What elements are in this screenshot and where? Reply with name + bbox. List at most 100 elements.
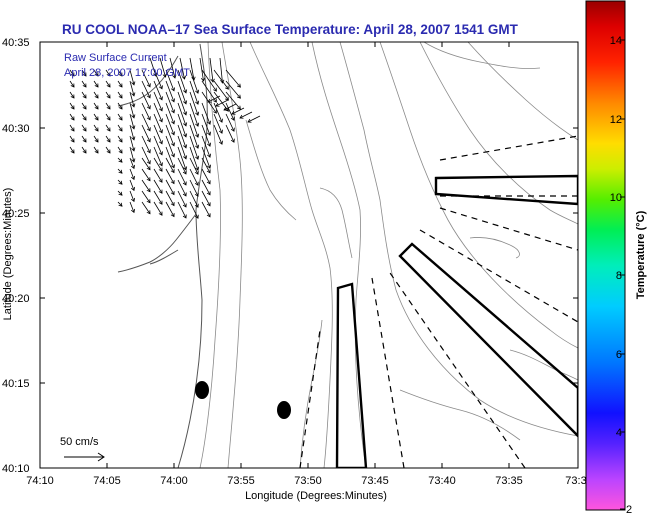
colorbar-title: Temperature (°C) — [635, 210, 647, 299]
current-vector-head — [183, 89, 188, 94]
current-vector — [213, 69, 229, 90]
current-vector-head — [206, 180, 211, 185]
axis-ticks — [39, 42, 578, 468]
current-vector — [69, 113, 75, 121]
current-vector-head — [231, 110, 236, 115]
current-vector-head — [158, 107, 163, 112]
current-vector-head — [118, 191, 123, 196]
current-vector — [93, 113, 99, 121]
y-tick-label: 40:15 — [2, 378, 30, 390]
current-vector — [225, 91, 241, 110]
current-vector-head — [230, 116, 235, 121]
current-vector — [201, 91, 217, 114]
current-vector — [105, 102, 111, 110]
current-vector-head — [70, 94, 75, 99]
current-vector-head — [94, 105, 99, 110]
current-vector — [201, 146, 211, 169]
current-vector-head — [183, 155, 188, 160]
current-vector — [81, 124, 87, 132]
current-vector-head — [158, 151, 163, 156]
current-vector-head — [118, 138, 123, 143]
current-vector — [177, 190, 187, 208]
current-vector-head — [94, 138, 99, 143]
current-vector-head — [207, 164, 212, 169]
current-vector — [69, 80, 75, 88]
current-vector-head — [82, 72, 87, 77]
current-vector — [69, 124, 75, 132]
current-vector-head — [183, 100, 188, 105]
current-vector — [219, 57, 223, 84]
current-vector — [177, 124, 187, 148]
current-vector — [117, 69, 123, 77]
current-vector-head — [206, 202, 211, 207]
current-vector-head — [94, 83, 99, 88]
colorbar-tick-label: 4 — [616, 427, 622, 439]
current-vector — [105, 80, 111, 88]
current-vector — [189, 179, 199, 197]
current-vector-head — [82, 149, 87, 154]
current-vector-head — [218, 140, 223, 145]
current-vector — [189, 146, 199, 171]
current-vector-head — [195, 133, 200, 138]
current-vector-head — [106, 72, 111, 77]
current-vector-head — [218, 118, 223, 123]
current-vector — [189, 157, 199, 175]
current-vector-head — [153, 72, 158, 77]
current-vector — [201, 135, 211, 158]
current-vector — [81, 69, 87, 77]
current-vector — [207, 95, 221, 103]
current-vector-head — [118, 116, 123, 121]
y-axis-label: Latitude (Degrees:Minutes) — [2, 188, 14, 321]
current-vector — [201, 168, 211, 185]
colorbar-tick-label: 12 — [610, 114, 622, 126]
x-tick-label: 74:00 — [160, 475, 188, 487]
current-vector-head — [195, 166, 200, 171]
current-vector-head — [106, 83, 111, 88]
current-vector — [93, 91, 99, 99]
station-marker-1 — [195, 381, 209, 399]
current-vector-head — [94, 116, 99, 121]
current-vector — [129, 190, 135, 202]
current-vector-head — [247, 118, 252, 123]
current-vector — [189, 135, 199, 160]
current-vector-head — [236, 105, 241, 110]
current-vector — [177, 179, 187, 197]
current-vector-head — [82, 127, 87, 132]
current-vector-head — [170, 213, 175, 218]
current-vector — [129, 124, 135, 140]
current-vector — [165, 113, 175, 135]
current-vector — [201, 179, 211, 196]
current-vector-head — [130, 208, 135, 214]
current-vector-head — [181, 75, 187, 80]
current-vector-head — [130, 197, 135, 203]
current-vector — [117, 201, 123, 207]
current-vector — [129, 135, 135, 151]
current-vector-head — [146, 116, 151, 121]
current-vector — [213, 102, 223, 123]
x-tick-label: 74:10 — [26, 475, 54, 487]
current-vector — [189, 80, 199, 105]
current-vector — [141, 190, 151, 204]
current-vector-head — [195, 100, 200, 105]
current-vector — [213, 124, 223, 145]
current-vector — [153, 201, 163, 216]
current-vector — [129, 201, 135, 213]
current-vector — [189, 113, 199, 138]
current-vector-head — [158, 85, 163, 90]
current-vector-head — [194, 192, 199, 197]
current-vector — [201, 157, 211, 174]
current-vector — [177, 201, 187, 219]
current-vector-head — [70, 83, 75, 88]
current-vector — [117, 80, 123, 88]
current-vector — [153, 146, 163, 166]
current-vector-head — [146, 166, 151, 171]
current-vector — [225, 124, 235, 143]
current-vector-head — [106, 127, 111, 132]
current-vector-head — [82, 83, 87, 88]
current-vector-head — [146, 94, 151, 99]
current-vector — [93, 146, 99, 154]
current-vector — [117, 157, 123, 163]
current-vector — [129, 80, 135, 96]
current-vector — [165, 168, 175, 184]
current-vector — [153, 80, 163, 100]
